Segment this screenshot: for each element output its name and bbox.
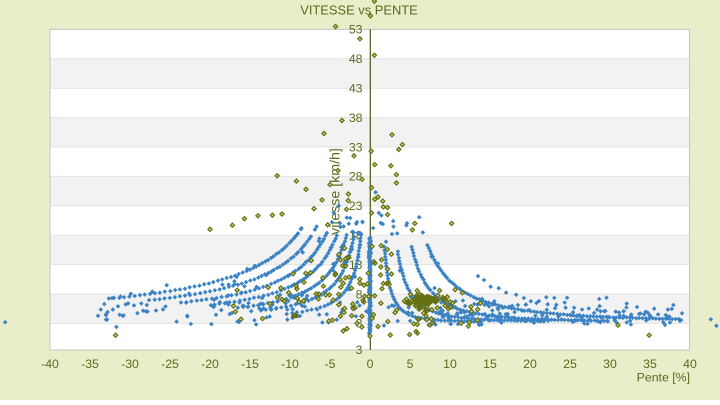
svg-text:-30: -30 xyxy=(121,357,139,371)
svg-text:-40: -40 xyxy=(41,357,59,371)
svg-text:-15: -15 xyxy=(241,357,259,371)
svg-text:30: 30 xyxy=(603,357,617,371)
svg-text:Pente [%]: Pente [%] xyxy=(637,371,690,385)
svg-text:48: 48 xyxy=(349,52,363,66)
svg-text:-5: -5 xyxy=(325,357,336,371)
svg-text:38: 38 xyxy=(349,111,363,125)
svg-text:35: 35 xyxy=(643,357,657,371)
svg-text:-10: -10 xyxy=(281,357,299,371)
svg-text:53: 53 xyxy=(349,23,363,37)
svg-text:28: 28 xyxy=(349,170,363,184)
svg-text:5: 5 xyxy=(407,357,414,371)
svg-text:33: 33 xyxy=(349,140,363,154)
svg-text:0: 0 xyxy=(367,357,374,371)
svg-text:-25: -25 xyxy=(161,357,179,371)
svg-text:25: 25 xyxy=(563,357,577,371)
svg-text:vitesse [km/h]: vitesse [km/h] xyxy=(328,148,344,235)
svg-text:40: 40 xyxy=(683,357,697,371)
svg-text:10: 10 xyxy=(443,357,457,371)
svg-text:-35: -35 xyxy=(81,357,99,371)
svg-text:-20: -20 xyxy=(201,357,219,371)
svg-text:23: 23 xyxy=(349,199,363,213)
svg-text:8: 8 xyxy=(356,287,363,301)
svg-text:43: 43 xyxy=(349,82,363,96)
svg-text:3: 3 xyxy=(356,343,363,357)
svg-text:15: 15 xyxy=(483,357,497,371)
svg-text:20: 20 xyxy=(523,357,537,371)
svg-text:VITESSE vs PENTE: VITESSE vs PENTE xyxy=(300,3,418,18)
